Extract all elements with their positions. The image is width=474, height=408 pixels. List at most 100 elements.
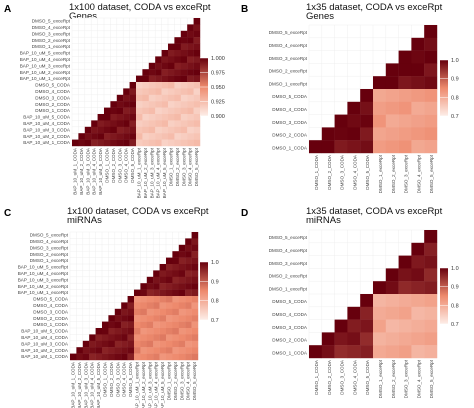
heatmap-cell	[161, 56, 169, 63]
heatmap-cell	[110, 126, 117, 134]
heatmap-cell	[385, 294, 399, 307]
heatmap-cell	[159, 264, 167, 271]
heatmap-cell	[148, 62, 156, 70]
heatmap-cell	[161, 69, 169, 76]
y-tick-label: DMSO_4_CODA	[35, 89, 71, 94]
heatmap-cell	[191, 270, 199, 277]
heatmap-cell	[172, 321, 179, 329]
heatmap-cell	[95, 347, 103, 354]
heatmap-cell	[123, 107, 130, 115]
heatmap-cell	[187, 120, 194, 127]
x-tick-label: DMSO_4_exceRpt	[416, 154, 421, 193]
y-tick-label: DMSO_2_CODA	[272, 133, 308, 138]
heatmap-cell	[129, 126, 137, 134]
heatmap-cell	[185, 238, 192, 245]
heatmap-cell	[191, 264, 199, 271]
heatmap-cell	[70, 353, 77, 361]
x-tick-label: BAP_10_uM_1_exceRpt	[134, 361, 139, 408]
plot-area	[71, 17, 201, 147]
legend-tick-label: 1.0	[451, 266, 459, 272]
heatmap-cell	[159, 334, 167, 341]
heatmap-cell	[398, 306, 412, 320]
heatmap-cell	[385, 281, 399, 295]
y-tick-label: BAP_10_uM_1_CODA	[23, 140, 71, 145]
heatmap-cell	[89, 340, 96, 348]
heatmap-cell	[166, 270, 173, 277]
legend-colorbar	[440, 60, 448, 116]
heatmap-cell	[153, 328, 160, 335]
heatmap-cell	[129, 139, 137, 147]
heatmap-cell	[168, 88, 175, 95]
y-tick-label: DMSO_5_CODA	[33, 297, 69, 302]
heatmap-cell	[187, 126, 194, 134]
heatmap-cell	[185, 340, 192, 348]
heatmap-cell	[185, 302, 192, 309]
heatmap-cell	[155, 69, 162, 76]
chart-title: 1x35 dataset, CODA vs exceRpt	[306, 2, 443, 13]
heatmap-cell	[161, 88, 169, 95]
chart-title: 1x100 dataset, CODA vs exceRpt	[69, 2, 211, 13]
y-tick-label: DMSO_4_exceRpt	[32, 25, 71, 30]
heatmap-cell	[347, 332, 361, 346]
heatmap-cell	[178, 264, 186, 271]
heatmap-cell	[161, 126, 169, 134]
heatmap-cell	[127, 296, 135, 303]
heatmap-cell	[424, 114, 438, 128]
y-tick-label: DMSO_3_CODA	[35, 95, 71, 100]
heatmap-cell	[148, 75, 156, 83]
heatmap-cell	[347, 306, 361, 320]
heatmap-cell	[84, 139, 92, 147]
y-tick-label: DMSO_5_CODA	[35, 83, 71, 88]
heatmap-cell	[168, 126, 175, 134]
heatmap-cell	[153, 347, 160, 354]
heatmap-cell	[159, 283, 167, 290]
x-tick-label: BAP_10_uM_1_CODA	[70, 361, 75, 408]
heatmap-cell	[114, 353, 122, 361]
heatmap-cell	[172, 283, 179, 290]
heatmap-cell	[166, 340, 173, 348]
heatmap-cell	[360, 332, 374, 346]
heatmap-cell	[155, 120, 162, 127]
legend-colorbar	[200, 262, 208, 320]
heatmap-cell	[148, 114, 156, 121]
heatmap-cell	[398, 268, 412, 282]
panel-letter: B	[241, 4, 248, 15]
x-tick-label: DMSO_1_CODA	[104, 147, 109, 183]
heatmap-cell	[385, 332, 399, 346]
heatmap-cell	[97, 114, 105, 121]
heatmap-cell	[140, 283, 147, 290]
heatmap-cell	[193, 37, 201, 44]
heatmap-cell	[136, 107, 143, 115]
heatmap-cell	[424, 89, 438, 102]
heatmap-cell	[136, 94, 143, 102]
heatmap-cell	[114, 347, 122, 354]
heatmap-cell	[134, 328, 141, 335]
heatmap-cell	[373, 76, 386, 90]
heatmap-cell	[385, 63, 399, 77]
heatmap-cell	[166, 315, 173, 322]
heatmap-cell	[148, 82, 156, 89]
x-tick-label: DMSO_3_exceRpt	[181, 147, 186, 186]
heatmap-cell	[153, 334, 160, 341]
x-tick-label: DMSO_5_CODA	[128, 361, 133, 397]
y-tick-label: BAP_10_uM_2_CODA	[21, 348, 69, 353]
heatmap-cell	[114, 340, 122, 348]
x-tick-label: BAP_10_uM_2_exceRpt	[141, 361, 146, 408]
heatmap-cell	[121, 321, 128, 329]
heatmap-cell	[91, 139, 98, 147]
heatmap-cell	[193, 56, 201, 63]
y-tick-label: DMSO_4_CODA	[272, 312, 308, 317]
heatmap-cell	[334, 127, 348, 141]
heatmap-cell	[398, 294, 412, 307]
y-tick-label: DMSO_5_CODA	[272, 299, 308, 304]
heatmap-cell	[321, 127, 335, 141]
heatmap-cell	[174, 139, 181, 147]
legend-tick-label: 0.950	[211, 85, 225, 91]
heatmap-cell	[347, 127, 361, 141]
heatmap-cell	[424, 76, 438, 90]
panel-letter: C	[4, 208, 11, 219]
heatmap-cell	[121, 328, 128, 335]
heatmap-cell	[174, 94, 181, 102]
y-tick-label: DMSO_5_exceRpt	[32, 19, 71, 24]
